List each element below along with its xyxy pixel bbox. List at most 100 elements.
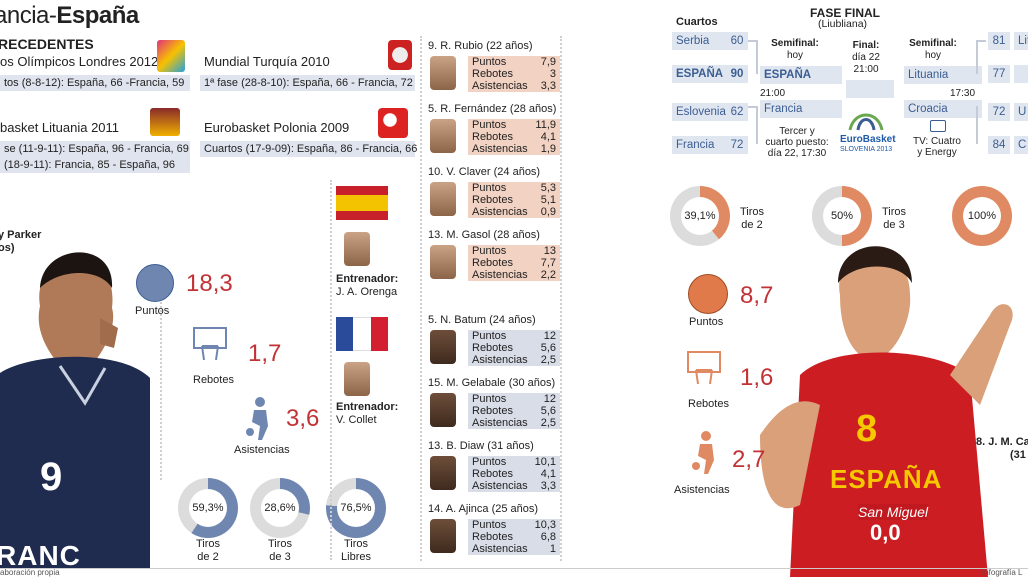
- stat-label: Puntos: [472, 119, 507, 131]
- roster-stats-box: Puntos 10,3 Rebotes 6,8 Asistencias 1: [468, 519, 560, 555]
- donut-label: Tiros: [267, 538, 293, 550]
- section-heading: RECEDENTES: [0, 36, 94, 52]
- right-assists-value: 2,7: [732, 446, 766, 473]
- third-place-l2: cuarto puesto:: [765, 137, 829, 148]
- roster-stats-box: Puntos 11,9 Rebotes 4,1 Asistencias 1,9: [468, 119, 560, 155]
- stat-label: Asistencias: [472, 480, 528, 492]
- stat-row: Rebotes 6,8: [468, 531, 560, 543]
- stat-label: Puntos: [472, 245, 507, 257]
- stat-row: Asistencias 2,5: [468, 417, 560, 429]
- roster-player-photo: [430, 519, 456, 553]
- calderon-photo: [760, 246, 1013, 577]
- stat-row: Puntos 10,1: [468, 456, 560, 468]
- stat-value: 1: [549, 543, 556, 555]
- left-rebounds-label: Rebotes: [193, 374, 234, 386]
- roster-player-photo: [430, 182, 456, 216]
- bracket-team: Eslovenia: [672, 103, 730, 121]
- final-slot: [846, 80, 894, 98]
- stat-label: Rebotes: [472, 342, 513, 354]
- stat-label: Rebotes: [472, 468, 513, 480]
- stat-label: Puntos: [472, 393, 507, 405]
- bracket-score: 72: [726, 136, 748, 154]
- right-assists-label: Asistencias: [674, 484, 730, 496]
- left-assists-label: Asistencias: [234, 444, 290, 456]
- stat-label: Rebotes: [472, 405, 513, 417]
- eurobasket-logo-icon: [848, 113, 884, 131]
- coach-france-photo: [344, 362, 370, 396]
- roster-player-name: 9. R. Rubio (22 años): [428, 40, 533, 52]
- semi-left-day: hoy: [786, 50, 804, 61]
- bracket-team: C: [1014, 136, 1028, 154]
- donut-value: 100%: [963, 197, 1001, 235]
- bracket-score: 90: [726, 65, 748, 83]
- stat-label: Rebotes: [472, 131, 513, 143]
- stat-value: 10,1: [534, 456, 556, 468]
- stat-label: Rebotes: [472, 68, 513, 80]
- stat-label: Puntos: [472, 56, 507, 68]
- roster-player-photo: [430, 245, 456, 279]
- tv-l2: y Energy: [917, 147, 957, 158]
- roster-player-name: 13. B. Diaw (31 años): [428, 440, 534, 452]
- shooting-donut: 28,6%: [250, 478, 310, 538]
- stat-label: Puntos: [472, 330, 507, 342]
- bracket-score: 84: [988, 136, 1010, 154]
- stat-value: 1,9: [540, 143, 556, 155]
- stat-value: 12: [543, 330, 556, 342]
- stat-label: Asistencias: [472, 80, 528, 92]
- semi-right-team1: Lituania: [904, 66, 982, 84]
- coach-spain-photo: [344, 232, 370, 266]
- semi-right-time: 17:30: [950, 88, 976, 99]
- stat-label: Puntos: [472, 519, 507, 531]
- stat-row: Puntos 10,3: [468, 519, 560, 531]
- bracket-quarters-label: Cuartos: [676, 16, 718, 28]
- donut-value: 59,3%: [189, 489, 227, 527]
- stat-label: Asistencias: [472, 143, 528, 155]
- stat-value: 3: [549, 68, 556, 80]
- right-jersey-number: 8: [856, 408, 878, 450]
- final-time: 21:00: [853, 64, 879, 75]
- stat-row: Rebotes 5,6: [468, 405, 560, 417]
- coach-spain-name: J. A. Orenga: [336, 286, 398, 298]
- right-points-label: Puntos: [689, 316, 724, 328]
- stat-row: Puntos 7,9: [468, 56, 560, 68]
- hoop-icon: [193, 327, 227, 361]
- stat-value: 4,1: [540, 468, 556, 480]
- semi-right-team2: Croacia: [904, 100, 982, 118]
- donut-label: de 2: [197, 551, 219, 563]
- bracket-team: ESPAÑA: [672, 65, 730, 83]
- bracket-score: 81: [988, 32, 1010, 50]
- stat-row: Asistencias 0,9: [468, 206, 560, 218]
- bracket-line: [748, 40, 758, 42]
- stat-label: Asistencias: [472, 543, 528, 555]
- roster-player-photo: [430, 456, 456, 490]
- semi-left-label: Semifinal:: [771, 38, 819, 49]
- bracket-subtitle: (Liubliana): [818, 18, 868, 30]
- donut-label: Tiros: [195, 538, 221, 550]
- shooting-donut: 76,5%: [326, 478, 386, 538]
- donut-label: Tiros: [739, 206, 765, 218]
- donut-label: Libres: [341, 551, 371, 563]
- right-points-value: 8,7: [740, 282, 774, 309]
- roster-player-photo: [430, 56, 456, 90]
- semi-left-team2: Francia: [760, 100, 842, 118]
- third-place-l1: Tercer y: [779, 126, 815, 137]
- stat-row: Asistencias 1,9: [468, 143, 560, 155]
- left-player-age: os): [0, 242, 15, 254]
- coach-divider: [330, 180, 332, 560]
- stat-row: Rebotes 4,1: [468, 468, 560, 480]
- roster-player-photo: [430, 330, 456, 364]
- roster-player-name: 5. N. Batum (24 años): [428, 314, 536, 326]
- donut-label: Tiros: [343, 538, 369, 550]
- stat-row: Puntos 12: [468, 393, 560, 405]
- roster-stats-box: Puntos 12 Rebotes 5,6 Asistencias 2,5: [468, 330, 560, 366]
- basketball-icon: [136, 264, 174, 302]
- stat-value: 5,3: [540, 182, 556, 194]
- bracket-score: 60: [726, 32, 748, 50]
- stat-label: Asistencias: [472, 269, 528, 281]
- stat-value: 7,7: [540, 257, 556, 269]
- stat-value: 5,6: [540, 342, 556, 354]
- stat-row: Puntos 13: [468, 245, 560, 257]
- coach-spain-label: Entrenador:: [336, 273, 399, 285]
- roster-divider-left: [420, 36, 422, 561]
- stat-row: Puntos 5,3: [468, 182, 560, 194]
